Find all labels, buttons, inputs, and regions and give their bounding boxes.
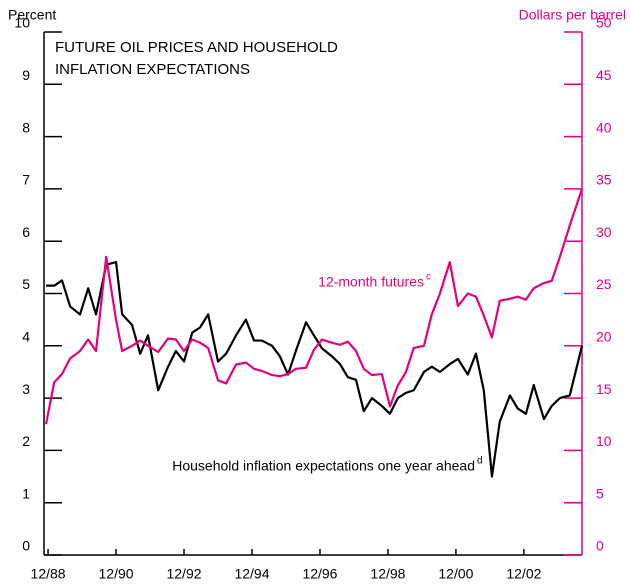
y-tick-label: 8 <box>22 119 30 135</box>
y-tick-label: 2 <box>22 433 30 449</box>
x-tick-label: 12/92 <box>166 566 201 582</box>
x-tick-label: 12/90 <box>99 566 134 582</box>
chart-title: FUTURE OIL PRICES AND HOUSEHOLD <box>55 39 338 56</box>
x-tick-label: 12/96 <box>302 566 337 582</box>
y-tick-label: 3 <box>22 381 30 397</box>
x-tick-label: 12/00 <box>438 566 473 582</box>
x-tick-label: 12/88 <box>31 566 66 582</box>
y2-axis-label: Dollars per barrel <box>519 7 626 23</box>
y-axis-label: Percent <box>8 7 56 23</box>
y-tick-label: 4 <box>22 329 30 345</box>
series-label: Household inflation expectations one yea… <box>172 458 475 474</box>
y2-tick-label: 20 <box>596 329 612 345</box>
y2-tick-label: 30 <box>596 224 612 240</box>
y2-tick-label: 50 <box>596 15 612 31</box>
x-tick-label: 12/98 <box>370 566 405 582</box>
series-footnote: c <box>426 272 431 283</box>
series-footnote: d <box>477 456 483 467</box>
x-tick-label: 12/94 <box>234 566 269 582</box>
y2-tick-label: 5 <box>596 485 604 501</box>
y2-tick-label: 0 <box>596 538 604 554</box>
x-tick-label: 12/02 <box>506 566 541 582</box>
y2-tick-label: 35 <box>596 172 612 188</box>
y-tick-label: 1 <box>22 485 30 501</box>
y-tick-label: 9 <box>22 67 30 83</box>
series-label: 12-month futures <box>318 274 424 290</box>
y-tick-label: 5 <box>22 276 30 292</box>
y-tick-label: 6 <box>22 224 30 240</box>
series-line <box>46 261 584 478</box>
y2-tick-label: 10 <box>596 433 612 449</box>
series-line <box>44 188 584 425</box>
y2-tick-label: 40 <box>596 119 612 135</box>
y2-tick-label: 15 <box>596 381 612 397</box>
y2-tick-label: 25 <box>596 276 612 292</box>
y-tick-label: 7 <box>22 172 30 188</box>
chart-title: INFLATION EXPECTATIONS <box>55 61 250 78</box>
y2-tick-label: 45 <box>596 67 612 83</box>
y-tick-label: 10 <box>14 15 30 31</box>
y-tick-label: 0 <box>22 538 30 554</box>
